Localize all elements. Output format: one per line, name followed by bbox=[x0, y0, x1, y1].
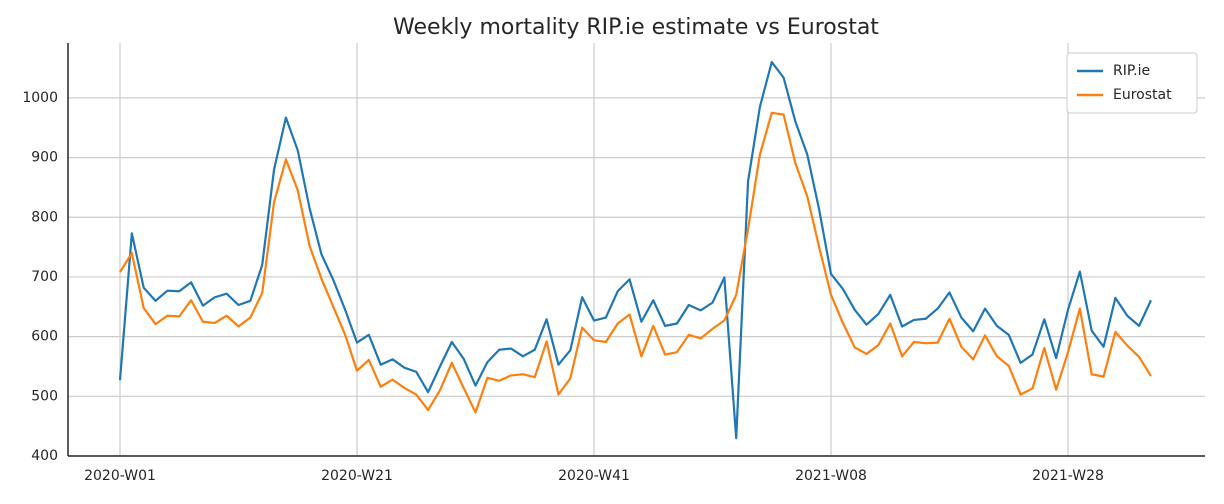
y-tick-label: 800 bbox=[31, 209, 58, 225]
line-series bbox=[119, 111, 1152, 414]
legend-box bbox=[1066, 52, 1198, 114]
y-tick-label: 600 bbox=[31, 329, 58, 345]
y-tick-label: 400 bbox=[31, 448, 58, 464]
y-tick-label: 500 bbox=[31, 388, 58, 404]
x-tick-label: 2020-W21 bbox=[321, 468, 393, 484]
chart-title: Weekly mortality RIP.ie estimate vs Euro… bbox=[393, 15, 879, 40]
y-tick-label: 900 bbox=[31, 150, 58, 166]
x-tick-label: 2021-W08 bbox=[795, 468, 867, 484]
x-tick-label: 2021-W28 bbox=[1032, 468, 1104, 484]
legend-label: Eurostat bbox=[1113, 87, 1172, 103]
legend: RIP.ie Eurostat bbox=[1066, 52, 1198, 114]
line-series bbox=[118, 61, 1152, 440]
y-tick-label: 700 bbox=[31, 269, 58, 285]
x-tick-label: 2020-W01 bbox=[84, 468, 156, 484]
x-tick-label: 2020-W41 bbox=[558, 468, 630, 484]
y-tick-label: 1000 bbox=[22, 90, 58, 106]
legend-label: RIP.ie bbox=[1113, 63, 1150, 79]
